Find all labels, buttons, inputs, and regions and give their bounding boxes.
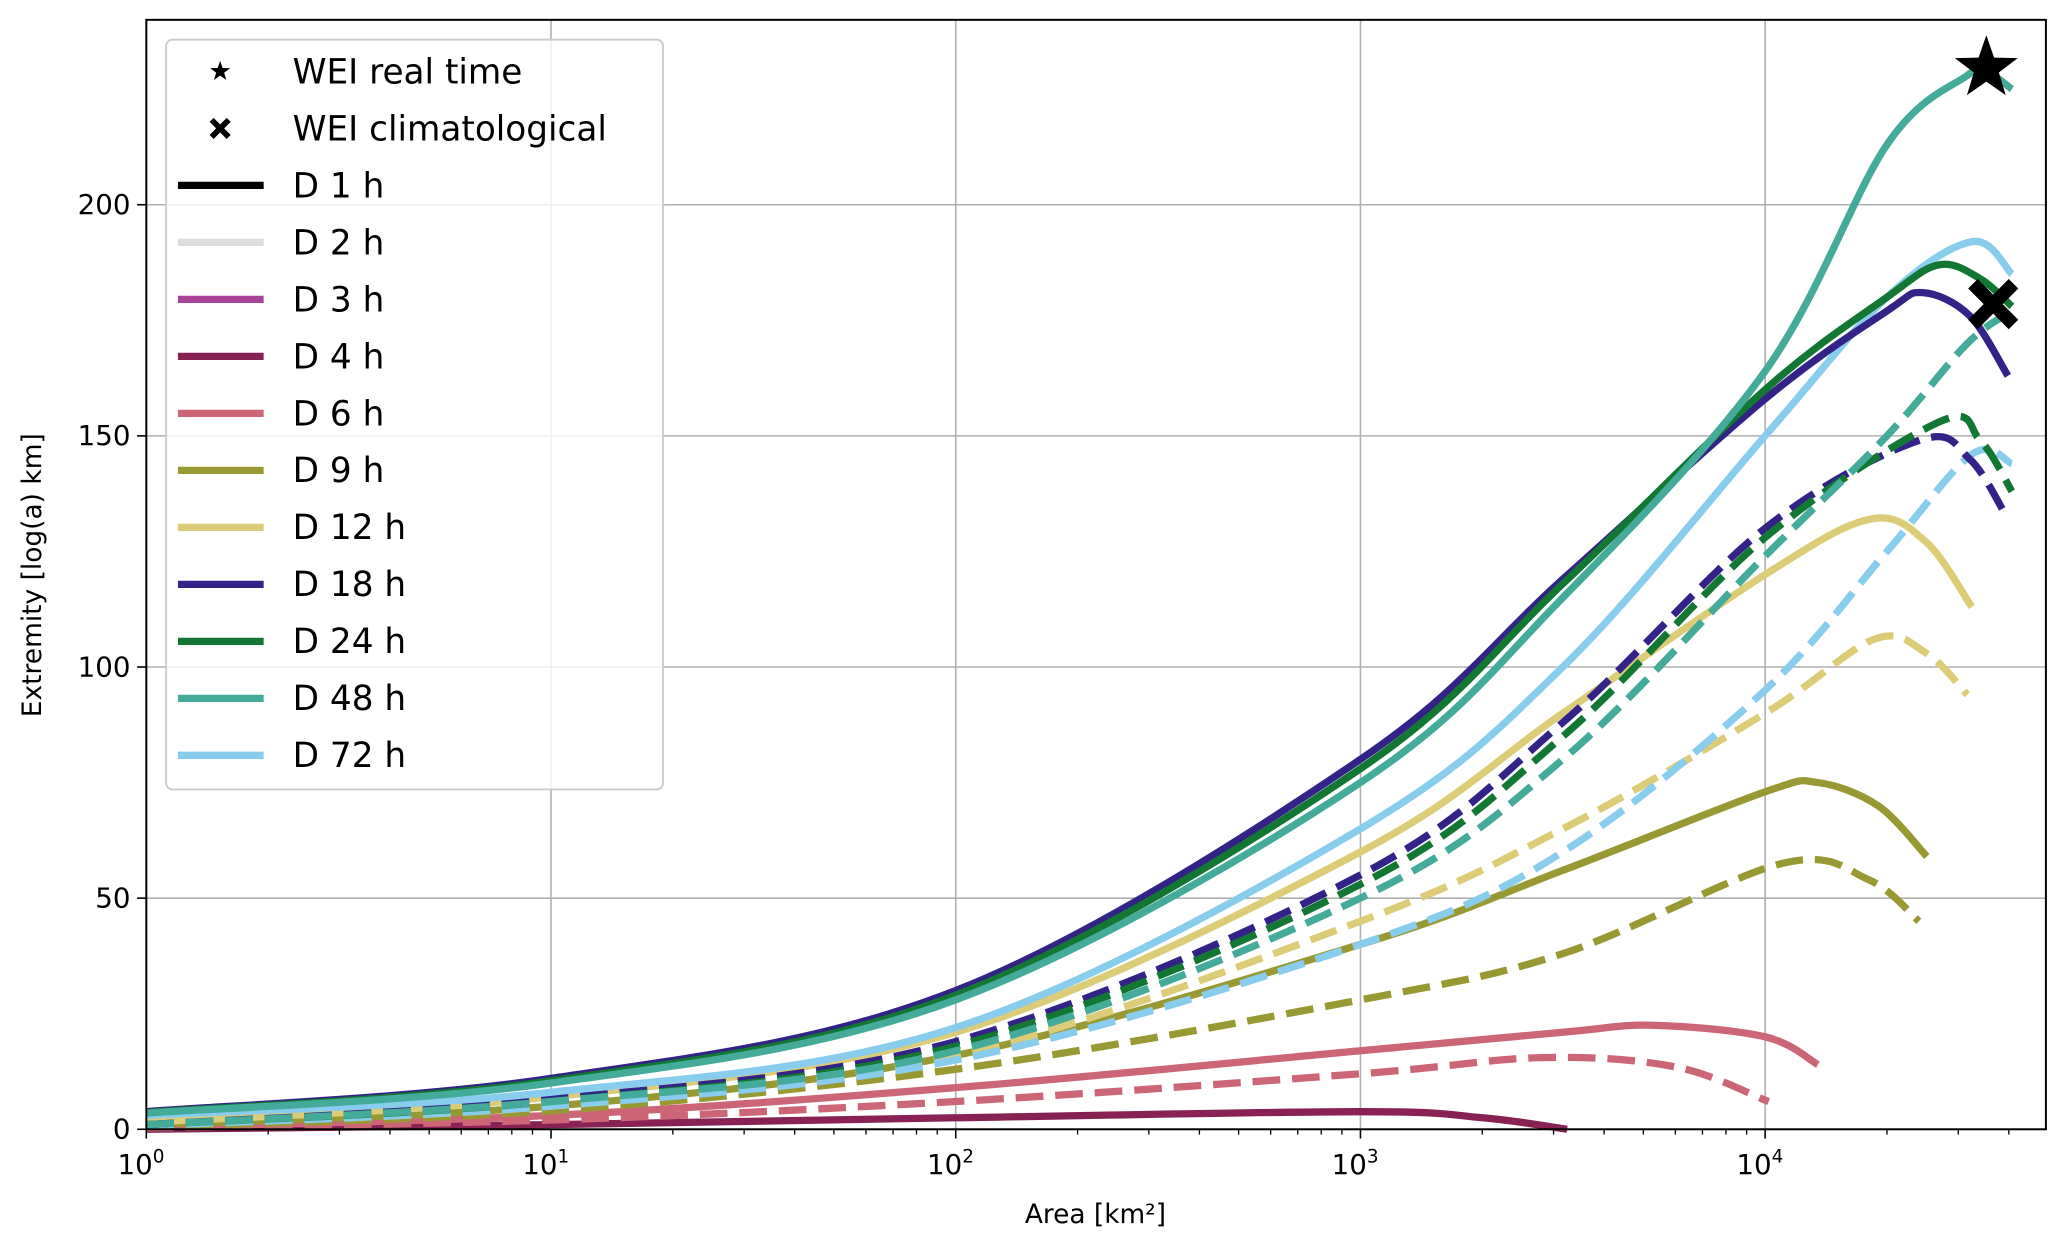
series-line-d48h-dashed — [146, 307, 2015, 1129]
legend-item: D 12 h — [177, 508, 406, 548]
legend-item: D 2 h — [177, 223, 385, 263]
legend-label: WEI real time — [293, 52, 523, 92]
legend-star-icon — [210, 60, 231, 81]
y-tick-label: 100 — [78, 650, 131, 683]
legend-label: D 2 h — [293, 223, 385, 263]
legend-label: D 72 h — [293, 736, 406, 776]
series-line-d48h-solid — [146, 63, 2015, 1117]
legend-label: D 1 h — [293, 166, 385, 206]
legend-label: D 18 h — [293, 565, 406, 605]
legend-label: WEI climatological — [293, 109, 607, 149]
series-lines — [146, 63, 2016, 1133]
legend-item: D 48 h — [177, 679, 406, 719]
legend-item: D 4 h — [177, 337, 385, 377]
x-tick-label: 102 — [927, 1146, 974, 1181]
legend-item: D 6 h — [177, 394, 385, 434]
series-line-d9h-dashed — [146, 855, 1922, 1131]
y-tick-label: 200 — [78, 188, 131, 221]
x-tick-label: 104 — [1736, 1146, 1783, 1181]
y-tick-label: 0 — [113, 1112, 131, 1145]
legend-item: WEI climatological — [209, 109, 607, 149]
y-tick-label: 50 — [95, 881, 130, 914]
legend-item: D 3 h — [177, 280, 385, 320]
y-axis-label: Extremity [log(a) km] — [17, 433, 48, 717]
legend-label: D 12 h — [293, 508, 406, 548]
wei-real-time-star-icon — [1954, 35, 2018, 96]
plot-frame — [145, 18, 2047, 1131]
legend-label: D 4 h — [293, 337, 385, 377]
legend-box — [165, 38, 665, 791]
legend-item: D 24 h — [177, 622, 406, 662]
series-line-d6h-dashed — [146, 1053, 1770, 1132]
series-line-d72h-dashed — [146, 445, 2014, 1130]
x-tick-label: 101 — [522, 1146, 569, 1181]
x-tick-label: 100 — [118, 1146, 165, 1181]
legend-x-icon — [209, 117, 231, 139]
legend-label: D 48 h — [293, 679, 406, 719]
legend-label: D 24 h — [293, 622, 406, 662]
series-line-d6h-solid — [146, 1021, 1820, 1131]
series-line-d4h-solid — [146, 1108, 1568, 1133]
legend-label: D 6 h — [293, 394, 385, 434]
legend-label: D 3 h — [293, 280, 385, 320]
x-tick-label: 103 — [1332, 1146, 1379, 1181]
legend-label: D 9 h — [293, 451, 385, 491]
axis-ticks: 100 101 102 103 104 0 50 100 150 200 — [78, 188, 2010, 1181]
legend-item: WEI real time — [210, 52, 522, 92]
wei-climatological-x-icon — [1968, 279, 2019, 330]
legend: WEI real time WEI climatological D 1 h D 2 … — [165, 38, 665, 791]
legend-item: D 72 h — [177, 736, 406, 776]
legend-item: D 1 h — [177, 166, 385, 206]
wei-markers — [1954, 35, 2019, 330]
x-axis-label: Area [km²] — [1025, 1199, 1166, 1230]
legend-item: D 9 h — [177, 451, 385, 491]
legend-item: D 18 h — [177, 565, 406, 605]
y-tick-label: 150 — [78, 419, 131, 452]
